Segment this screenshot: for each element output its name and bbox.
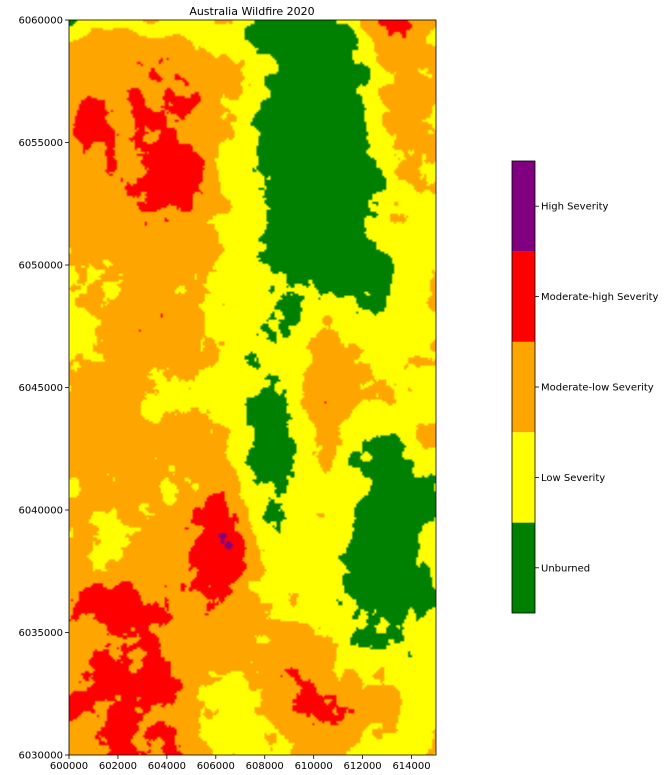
x-tick-label: 612000 [344, 761, 382, 772]
y-tick-label: 6030000 [18, 751, 63, 762]
legend-entry-label: Low Severity [541, 473, 605, 484]
y-tick-label: 6060000 [18, 16, 63, 27]
y-tick-label: 6040000 [18, 506, 63, 517]
x-axis: 600000 602000 604000 606000 608000 610000 6120… [50, 755, 431, 772]
y-axis: 6030000 6035000 6040000 6045000 6050000 60550… [18, 16, 69, 762]
colorbar-segment [512, 161, 535, 252]
x-tick-label: 610000 [295, 761, 333, 772]
x-tick-label: 608000 [246, 761, 284, 772]
legend-entry-label: Moderate-high Severity [541, 292, 659, 303]
chart-title: Australia Wildfire 2020 [189, 5, 314, 18]
legend-entry-label: Moderate-low Severity [541, 383, 654, 394]
y-tick-label: 6050000 [18, 261, 63, 272]
colorbar-segment [512, 251, 535, 342]
legend-entry-label: Unburned [541, 563, 590, 574]
x-tick-label: 614000 [392, 761, 430, 772]
y-tick-label: 6045000 [18, 383, 63, 394]
severity-raster-image [69, 20, 436, 755]
x-tick-label: 606000 [197, 761, 235, 772]
severity-raster [69, 20, 436, 755]
colorbar-frame [511, 160, 536, 614]
severity-colorbar-legend: Unburned Low Severity Moderate-low Severit… [511, 160, 659, 614]
colorbar-segment [512, 432, 535, 523]
x-tick-label: 600000 [50, 761, 88, 772]
colorbar-segment [512, 522, 535, 613]
y-tick-label: 6035000 [18, 628, 63, 639]
legend-entry-label: High Severity [541, 202, 609, 213]
colorbar-segment [512, 341, 535, 433]
x-tick-label: 602000 [99, 761, 137, 772]
y-tick-label: 6055000 [18, 138, 63, 149]
x-tick-label: 604000 [148, 761, 186, 772]
